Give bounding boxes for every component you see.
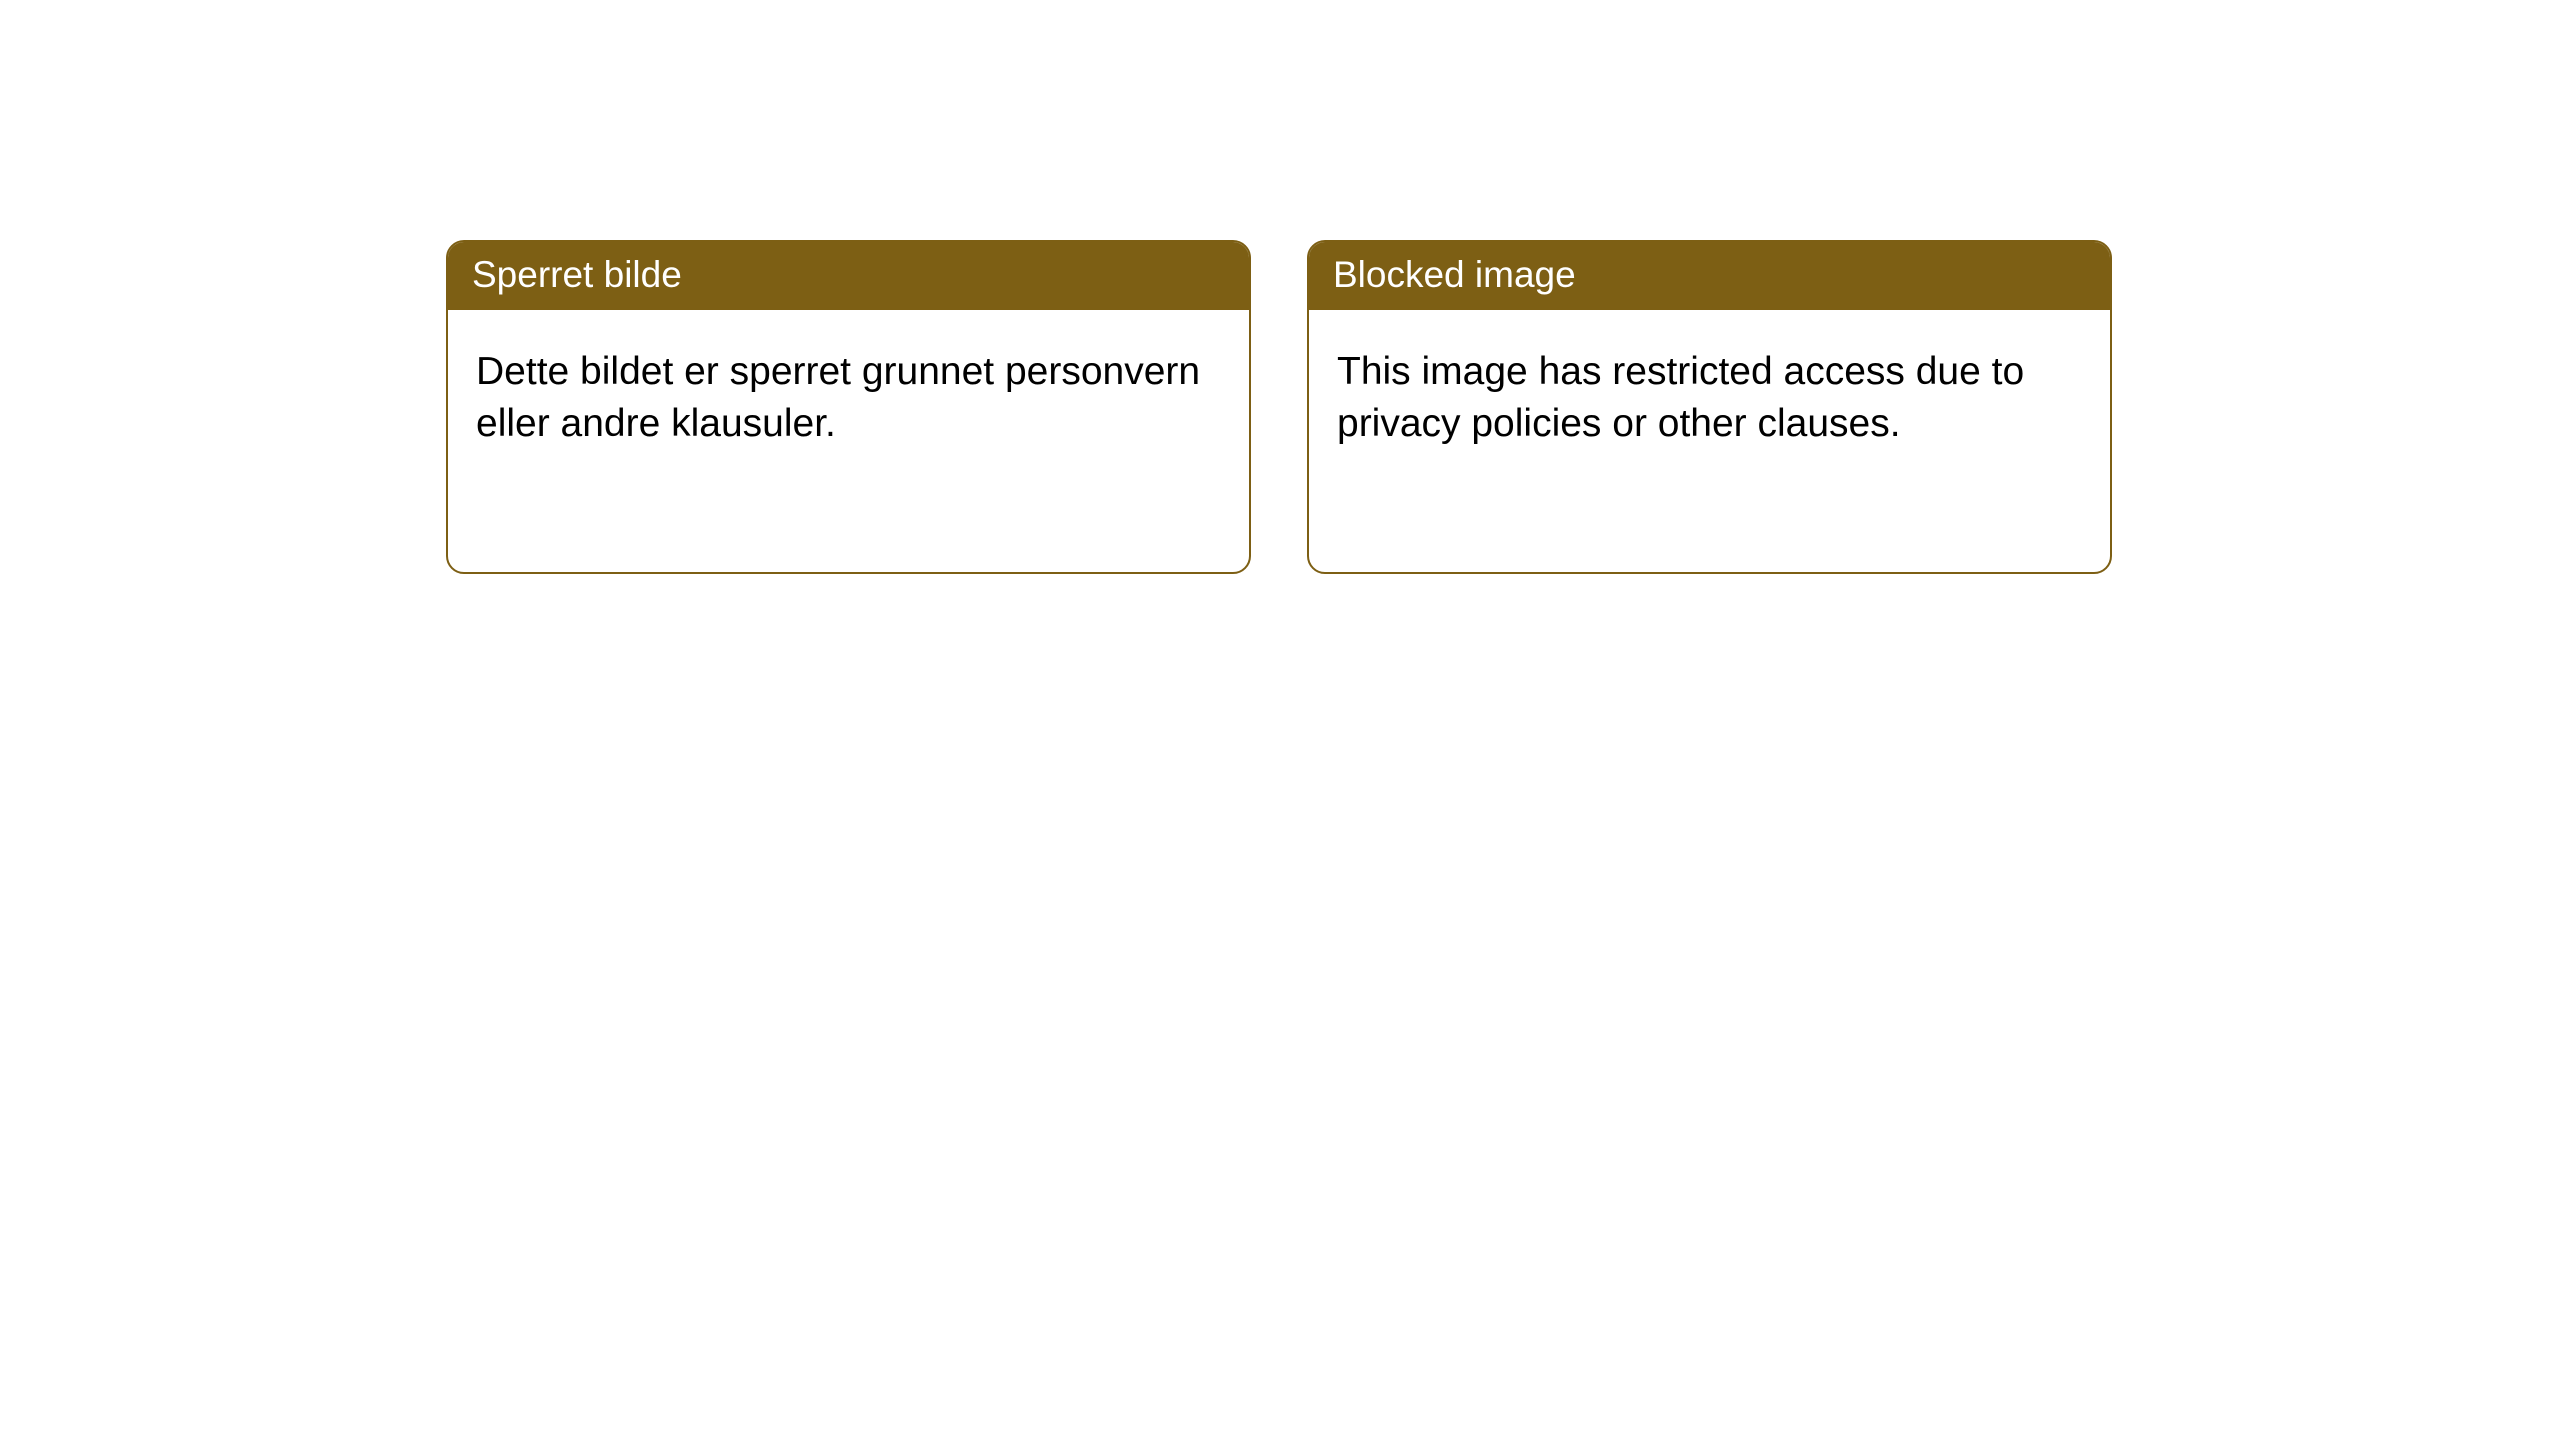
card-header-no: Sperret bilde [448,242,1249,310]
card-header-en: Blocked image [1309,242,2110,310]
blocked-image-card-en: Blocked image This image has restricted … [1307,240,2112,574]
card-body-en: This image has restricted access due to … [1309,310,2110,486]
card-body-no: Dette bildet er sperret grunnet personve… [448,310,1249,486]
notice-cards-container: Sperret bilde Dette bildet er sperret gr… [0,0,2560,574]
blocked-image-card-no: Sperret bilde Dette bildet er sperret gr… [446,240,1251,574]
